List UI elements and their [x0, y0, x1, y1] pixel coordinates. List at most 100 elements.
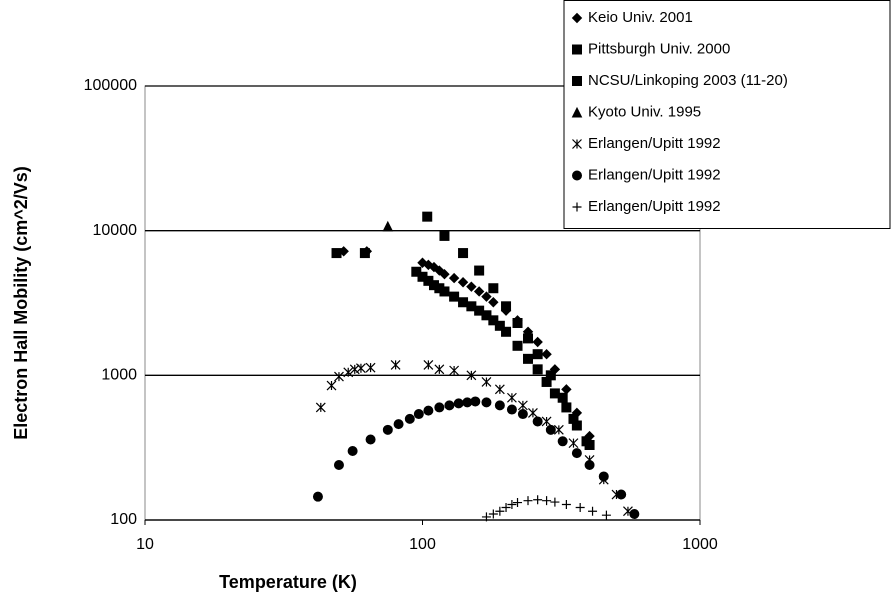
legend-label: NCSU/Linkoping 2003 (11-20)	[588, 72, 788, 89]
marker	[349, 364, 360, 375]
marker	[474, 265, 485, 276]
marker	[390, 360, 401, 370]
marker	[458, 297, 469, 308]
y-tick-label: 10000	[93, 222, 138, 239]
y-axis-label: Electron Hall Mobility (cm^2/Vs)	[11, 166, 31, 440]
marker	[481, 512, 491, 522]
marker	[584, 439, 595, 450]
marker	[532, 349, 543, 360]
marker	[506, 392, 517, 403]
marker	[404, 413, 415, 424]
marker	[457, 277, 469, 288]
marker	[561, 499, 571, 509]
legend-marker	[572, 44, 582, 55]
y-tick-label: 100	[110, 511, 137, 528]
x-tick-label: 100	[409, 536, 436, 553]
marker	[561, 402, 572, 413]
x-axis-label: Temperature (K)	[219, 572, 357, 592]
marker	[512, 318, 523, 329]
marker	[533, 495, 543, 505]
legend: Keio Univ. 2001 Pittsburgh Univ. 2000 NCSU…	[563, 0, 891, 229]
marker	[434, 402, 445, 413]
marker	[347, 445, 358, 456]
marker	[495, 506, 505, 516]
marker	[444, 400, 455, 411]
marker	[588, 506, 598, 516]
marker	[481, 377, 492, 387]
marker	[523, 353, 534, 364]
legend-marker	[572, 76, 582, 86]
legend-marker	[571, 106, 583, 118]
marker	[481, 397, 492, 408]
marker	[449, 365, 460, 376]
marker	[423, 360, 434, 370]
marker	[453, 398, 464, 409]
marker	[571, 420, 582, 431]
marker	[506, 404, 517, 415]
marker	[545, 424, 556, 435]
legend-marker	[572, 170, 582, 181]
legend-label: Keio Univ. 2001	[588, 9, 693, 26]
x-tick-label: 10	[136, 536, 154, 553]
marker	[382, 424, 393, 435]
marker	[561, 384, 572, 395]
marker	[523, 496, 533, 506]
marker	[359, 248, 370, 259]
marker	[488, 297, 499, 308]
x-tick-label: 1000	[682, 536, 718, 553]
legend-marker	[571, 12, 583, 24]
marker	[517, 400, 528, 411]
marker	[333, 459, 344, 470]
marker	[629, 509, 640, 520]
marker	[494, 320, 505, 331]
marker	[542, 496, 552, 506]
marker	[541, 416, 552, 427]
marker	[571, 448, 582, 459]
legend-label: Erlangen/Upitt 1992	[588, 198, 721, 215]
marker	[557, 436, 568, 447]
marker	[575, 503, 585, 513]
marker	[528, 407, 538, 418]
marker	[488, 509, 498, 519]
marker	[523, 333, 534, 344]
marker	[507, 499, 517, 509]
marker	[494, 400, 505, 411]
marker	[393, 419, 404, 430]
marker	[439, 269, 450, 280]
marker	[382, 220, 394, 232]
marker	[312, 491, 323, 502]
legend-label: Pittsburgh Univ. 2000	[588, 40, 730, 57]
marker	[458, 248, 469, 259]
marker	[448, 272, 460, 284]
marker	[541, 348, 552, 360]
marker	[488, 315, 499, 326]
marker	[553, 424, 564, 435]
marker	[473, 286, 485, 297]
marker	[616, 489, 627, 500]
marker	[494, 384, 505, 395]
marker	[423, 405, 434, 416]
marker	[481, 310, 492, 321]
legend-label: Kyoto Univ. 1995	[588, 103, 701, 120]
legend-marker	[572, 202, 582, 212]
marker	[365, 434, 376, 445]
marker	[413, 409, 424, 420]
marker	[501, 503, 511, 513]
marker	[501, 326, 512, 337]
marker	[601, 510, 611, 520]
marker	[584, 459, 595, 470]
y-tick-label: 100000	[84, 77, 137, 94]
marker	[411, 266, 422, 277]
marker	[356, 363, 366, 374]
marker	[439, 286, 450, 297]
marker	[466, 281, 477, 292]
marker	[326, 380, 337, 391]
marker	[315, 402, 326, 413]
marker	[513, 498, 523, 508]
marker	[422, 211, 433, 222]
marker	[568, 438, 579, 449]
marker	[331, 248, 342, 259]
marker	[466, 370, 477, 381]
marker	[512, 340, 523, 351]
marker	[517, 409, 528, 420]
